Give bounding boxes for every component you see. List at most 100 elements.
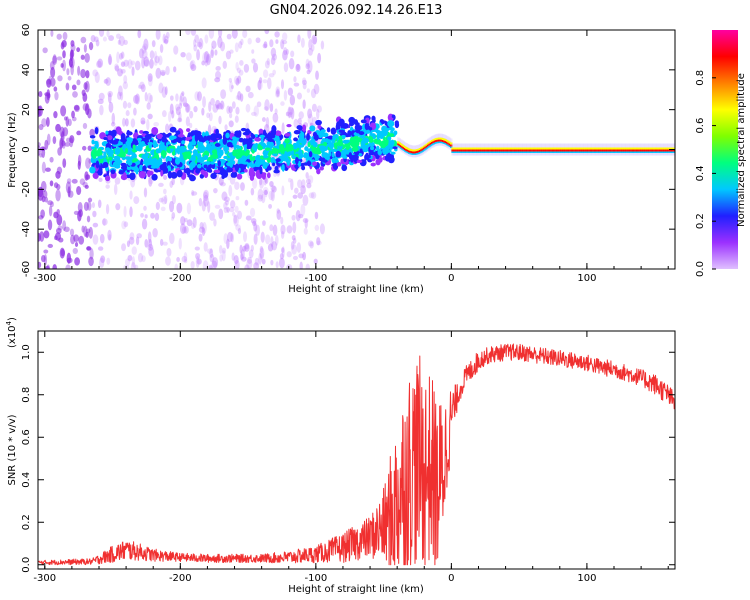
spectrogram-cell (184, 217, 188, 223)
spectrogram-cell (211, 260, 218, 269)
spectrogram-cell (492, 151, 495, 154)
spectrogram-cell (134, 264, 139, 269)
spectrogram-cell (141, 255, 146, 263)
spectrogram-cell (627, 147, 631, 150)
colorbar-tick-label: 0.2 (695, 213, 706, 229)
spectrogram-cell (108, 101, 114, 113)
spectrogram-cell (513, 147, 517, 150)
spectrogram-cell (436, 139, 439, 142)
y-tick-label: 1.0 (21, 344, 32, 360)
spectrogram-cell (230, 85, 234, 90)
spectrogram-cell (278, 257, 285, 269)
spectrogram-cell (293, 130, 301, 135)
spectrogram-cell (500, 151, 503, 154)
spectrogram-cell (244, 242, 250, 250)
spectrogram-cell (97, 58, 104, 68)
spectrogram-cell (573, 147, 576, 150)
spectrogram-cell (214, 204, 221, 209)
spectrogram-cell (92, 222, 99, 228)
spectrogram-cell (232, 211, 236, 217)
spectrogram-cell (440, 139, 444, 142)
spectrogram-cell (382, 147, 389, 155)
spectrogram-cell (519, 151, 522, 154)
spectrogram-cell (540, 149, 544, 152)
spectrogram-cell (76, 130, 82, 136)
spectrogram-cell (73, 234, 80, 242)
spectrogram-cell (114, 147, 121, 155)
spectrogram-cell (194, 246, 200, 251)
spectrogram-cell (103, 78, 109, 84)
spectrogram-cell (254, 160, 260, 167)
spectrogram-cell (48, 205, 53, 217)
spectrogram-cell (226, 167, 233, 173)
spectrogram-cell (120, 68, 126, 74)
spectrogram-cell (473, 149, 476, 152)
spectrogram-cell (626, 147, 629, 150)
spectrogram-cell (82, 122, 88, 130)
spectrogram-cell (364, 122, 369, 131)
spectrogram-cell (143, 156, 148, 163)
spectrogram-cell (544, 151, 548, 154)
spectrogram-cell (616, 151, 620, 154)
spectrogram-cell (222, 60, 227, 69)
spectrogram-cell (259, 166, 263, 175)
spectrogram-cell (214, 77, 221, 83)
spectrogram-cell (341, 164, 348, 172)
spectrogram-cell (185, 167, 189, 174)
spectrogram-cell (160, 206, 166, 212)
spectrogram-cell (287, 87, 294, 96)
spectrogram-cell (620, 151, 624, 154)
spectrogram-cell (473, 151, 476, 154)
spectrogram-cell (493, 147, 496, 150)
spectrogram-cell (226, 157, 234, 162)
spectrogram-cell (195, 252, 201, 260)
spectrogram-cell (213, 187, 218, 194)
spectrogram-cell (669, 147, 673, 150)
spectrogram-cell (47, 243, 54, 249)
spectrogram-cell (307, 240, 314, 247)
spectrogram-cell (412, 153, 415, 155)
spectrogram-cell (280, 79, 285, 90)
spectrogram-cell (221, 191, 228, 201)
spectrogram-cell (174, 157, 181, 165)
spectrogram-cell (62, 220, 67, 231)
spectrogram-cell (199, 222, 204, 230)
spectrogram-cell (431, 139, 434, 142)
spectrogram-cell (209, 248, 214, 259)
spectrogram-cell (186, 202, 192, 215)
spectrogram-cell (452, 149, 456, 152)
spectrogram-cell (463, 147, 467, 150)
spectrogram-cell (264, 99, 270, 112)
spectrogram-cell (284, 133, 291, 137)
spectrogram-cell (605, 149, 609, 152)
spectrogram-cell (167, 170, 173, 179)
spectrogram-cell (304, 146, 309, 152)
spectrogram-cell (501, 151, 505, 154)
spectrogram-cell (578, 147, 582, 150)
spectrogram-cell (223, 233, 228, 244)
spectrogram-cell (517, 151, 521, 154)
spectrogram-cell (283, 62, 289, 73)
spectrogram-cell (578, 149, 582, 152)
spectrogram-cell (199, 158, 204, 164)
spectrogram-cell (210, 45, 214, 57)
spectrogram-cell (253, 233, 258, 245)
spectrogram-cell (436, 141, 439, 144)
spectrogram-cell (57, 147, 63, 156)
spectrogram-cell (481, 147, 484, 150)
spectrogram-cell (193, 44, 198, 52)
spectrogram-cell (83, 43, 87, 53)
spectrogram-cell (298, 131, 305, 139)
spectrogram-cell (231, 252, 235, 261)
spectrogram-cell (269, 103, 274, 113)
spectrogram-cell (501, 149, 505, 152)
spectrogram-cell (281, 122, 285, 135)
spectrogram-cell (289, 94, 296, 106)
spectrogram-cell (532, 151, 536, 154)
spectrogram-cell (406, 151, 410, 154)
spectrogram-cell (92, 172, 99, 179)
spectrogram-cell (60, 63, 64, 68)
spectrogram-cell (618, 149, 621, 152)
spectrogram-cell (62, 50, 66, 59)
y-tick-label: 0.6 (21, 429, 32, 445)
